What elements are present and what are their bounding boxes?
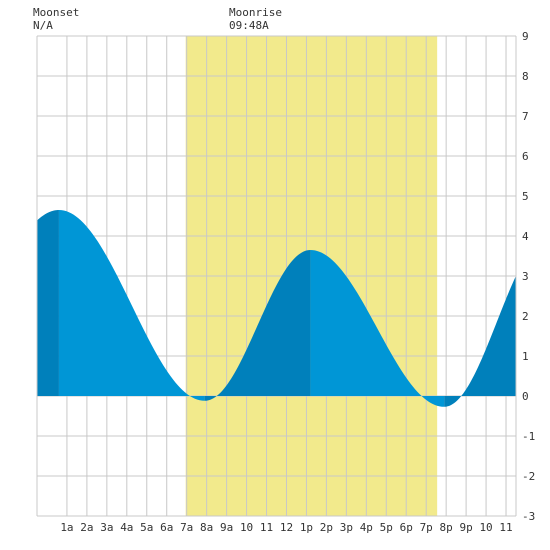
y-tick-label: 1 (522, 350, 529, 363)
x-tick-label: 5p (380, 521, 393, 534)
y-tick-label: -3 (522, 510, 535, 523)
x-tick-label: 10 (479, 521, 492, 534)
x-tick-label: 5a (140, 521, 153, 534)
y-tick-label: -1 (522, 430, 535, 443)
axis-ticks: 1a 2a 3a 4a 5a 6a 7a 8a 9a 10 11 12 1p 2p 3p 4p 5p 6p 7p 8p… (60, 30, 535, 534)
tide-falling-segment (58, 210, 205, 401)
y-tick-label: 4 (522, 230, 529, 243)
x-tick-label: 6a (160, 521, 173, 534)
x-tick-label: 7p (420, 521, 433, 534)
x-tick-label: 2p (320, 521, 333, 534)
x-tick-label: 7a (180, 521, 193, 534)
tide-rising-segment (444, 275, 516, 407)
tide-rising-segment (37, 210, 59, 396)
y-tick-label: -2 (522, 470, 535, 483)
y-tick-label: 8 (522, 70, 529, 83)
tide-falling-segment (310, 250, 445, 407)
x-tick-label: 1p (300, 521, 313, 534)
x-tick-label: 6p (400, 521, 413, 534)
x-tick-label: 9p (459, 521, 472, 534)
x-tick-label: 4p (360, 521, 373, 534)
x-tick-label: 11 (499, 521, 512, 534)
tide-rising-segment (204, 250, 311, 401)
moonrise-label: Moonrise (229, 6, 282, 19)
x-tick-label: 8p (440, 521, 453, 534)
x-tick-label: 2a (80, 521, 93, 534)
tide-area (37, 210, 516, 407)
x-tick-label: 11 (260, 521, 273, 534)
y-tick-label: 9 (522, 30, 529, 43)
x-tick-label: 12 (280, 521, 293, 534)
y-tick-label: 0 (522, 390, 529, 403)
x-tick-label: 3a (100, 521, 113, 534)
moonset-value: N/A (33, 19, 53, 32)
x-tick-label: 4a (120, 521, 133, 534)
x-tick-label: 10 (240, 521, 253, 534)
moonrise-value: 09:48A (229, 19, 269, 32)
y-tick-label: 3 (522, 270, 529, 283)
x-tick-label: 9a (220, 521, 233, 534)
x-tick-label: 8a (200, 521, 213, 534)
y-tick-label: 5 (522, 190, 529, 203)
x-tick-label: 1a (60, 521, 73, 534)
y-tick-label: 6 (522, 150, 529, 163)
y-tick-label: 7 (522, 110, 529, 123)
x-tick-label: 3p (340, 521, 353, 534)
moonset-label: Moonset (33, 6, 79, 19)
y-tick-label: 2 (522, 310, 529, 323)
